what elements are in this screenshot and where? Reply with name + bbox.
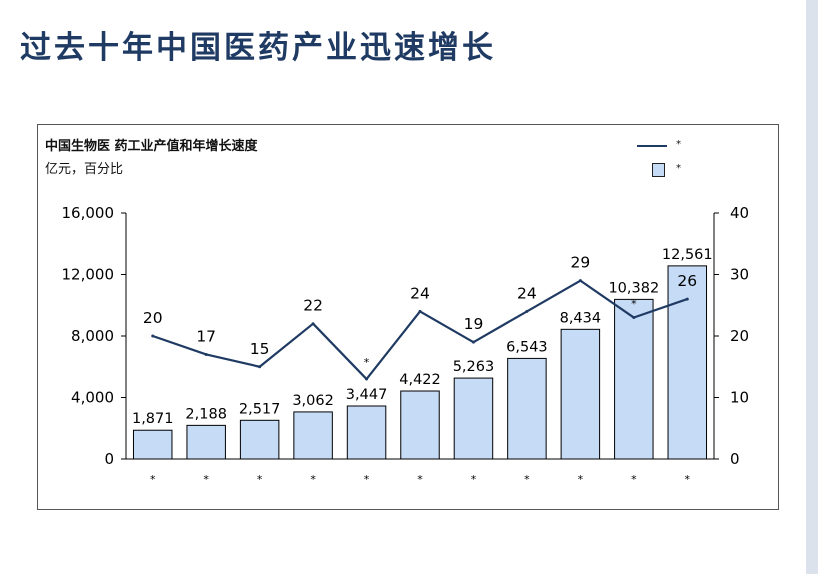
slide-title: 过去十年中国医药产业迅速增长 (20, 30, 496, 66)
bar (239, 419, 280, 460)
growth-point (578, 279, 582, 283)
left-axis-tick-label: 8,000 (71, 327, 114, 345)
bar (346, 405, 387, 460)
bar-value-label: 6,543 (506, 339, 548, 355)
category-label: * (471, 473, 477, 486)
right-axis-tick-label: 10 (730, 389, 749, 407)
bar-value-label: 10,382 (608, 280, 659, 296)
chart-unit-label: 亿元，百分比 (45, 162, 124, 177)
category-label: * (417, 473, 423, 486)
growth-point (685, 297, 689, 301)
bar (614, 298, 654, 460)
line-value-label: * (364, 356, 370, 369)
bar (560, 328, 601, 460)
category-label: * (578, 473, 584, 486)
bar (507, 357, 547, 460)
bar-value-label: 1,871 (132, 411, 174, 427)
line-value-label: 15 (250, 340, 270, 358)
category-label: * (524, 473, 530, 486)
category-label: * (631, 473, 637, 486)
category-label: * (203, 473, 209, 486)
category-label: * (685, 473, 691, 486)
right-axis-tick-label: 40 (730, 204, 749, 222)
bar (400, 390, 440, 460)
growth-point (151, 334, 155, 338)
left-axis-tick-label: 0 (104, 450, 114, 468)
growth-point (311, 322, 315, 326)
right-axis-tick-label: 0 (730, 450, 740, 468)
category-label: * (364, 473, 370, 486)
line-value-label: * (631, 297, 637, 310)
line-value-label: 24 (410, 284, 430, 302)
category-label: * (150, 473, 156, 486)
line-value-label: 26 (677, 272, 697, 290)
bar-value-label: 5,263 (453, 359, 495, 375)
bar (453, 377, 494, 460)
slide-edge-strip (806, 0, 818, 574)
legend-bar-label: * (676, 163, 681, 174)
category-label: * (310, 473, 316, 486)
right-axis-tick-label: 20 (730, 327, 749, 345)
growth-point (258, 365, 262, 369)
left-axis-tick-label: 4,000 (71, 389, 114, 407)
line-value-label: 29 (570, 254, 590, 272)
bar-value-label: 2,517 (239, 401, 281, 417)
bar (667, 265, 708, 460)
growth-point (204, 352, 208, 356)
line-value-label: 24 (517, 284, 537, 302)
line-value-label: 17 (196, 327, 216, 345)
growth-point (632, 316, 636, 320)
growth-point (471, 340, 475, 344)
legend-bar-swatch (652, 163, 665, 177)
right-axis-tick-label: 30 (730, 266, 749, 284)
left-axis-tick-label: 12,000 (62, 266, 115, 284)
bar (293, 411, 333, 460)
line-value-label: 19 (464, 315, 484, 333)
bar-value-label: 8,434 (560, 310, 602, 326)
bar-value-label: 3,062 (292, 393, 334, 409)
chart-title: 中国生物医 药工业产值和年增长速度 (45, 139, 258, 154)
growth-point (365, 377, 369, 381)
bar (186, 424, 226, 460)
left-axis-tick-label: 16,000 (62, 204, 115, 222)
legend-line-label: * (676, 139, 681, 150)
line-value-label: 20 (143, 309, 163, 327)
bar-value-label: 3,447 (346, 387, 388, 403)
growth-point (418, 309, 422, 313)
category-label: * (257, 473, 263, 486)
bar-value-label: 4,422 (399, 372, 441, 388)
bar-value-label: 2,188 (185, 406, 227, 422)
line-value-label: 22 (303, 297, 323, 315)
bar-value-label: 12,561 (662, 247, 713, 263)
legend-line-swatch (637, 145, 667, 147)
growth-point (525, 309, 529, 313)
bar (132, 429, 173, 460)
